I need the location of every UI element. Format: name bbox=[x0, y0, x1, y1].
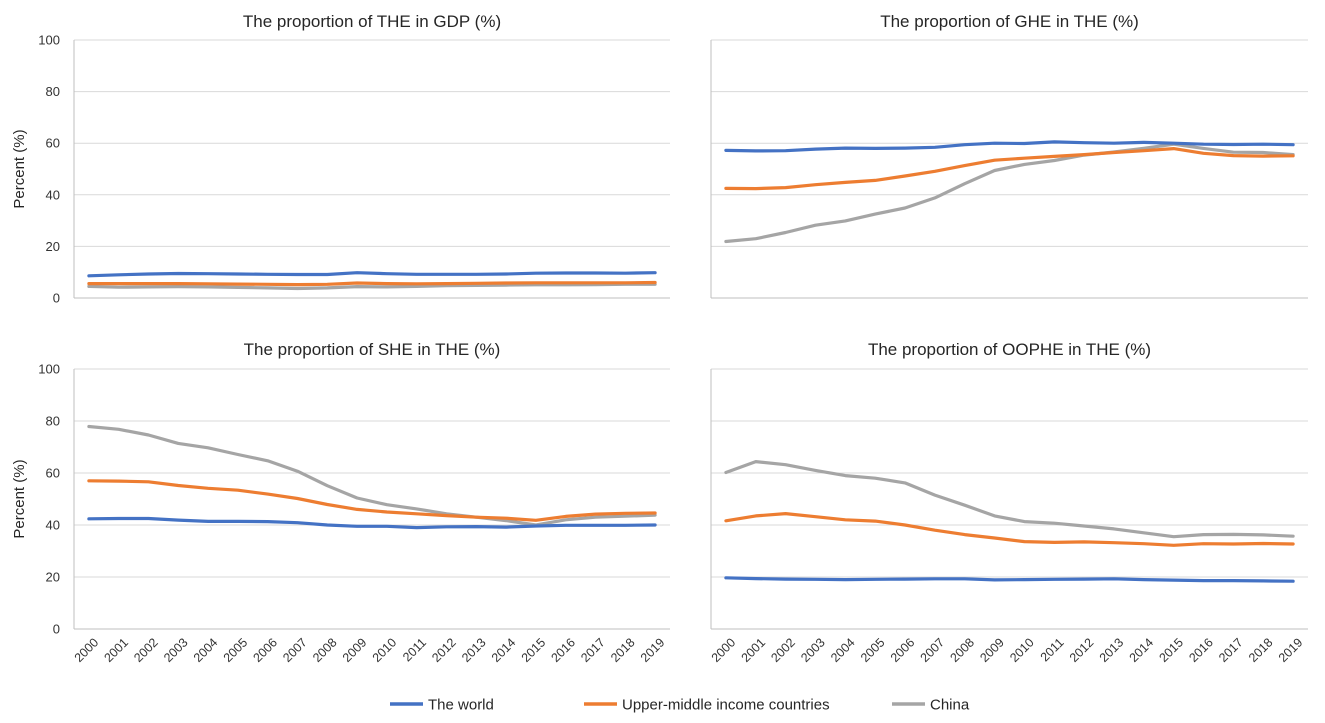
x-tick-label: 2017 bbox=[578, 635, 608, 665]
y-tick-label: 80 bbox=[46, 414, 60, 429]
series-line-the-world bbox=[87, 516, 657, 530]
x-tick-label: 2004 bbox=[828, 635, 858, 665]
y-tick-label: 40 bbox=[46, 187, 60, 202]
panel-1: The proportion of THE in GDP (%) 0 20 40 60 8… bbox=[11, 12, 670, 306]
legend-item-upper-middle-income-countries: Upper-middle income countries bbox=[584, 697, 830, 714]
y-tick-label: 100 bbox=[38, 362, 60, 377]
x-tick-label: 2000 bbox=[709, 635, 739, 665]
x-tick-label: 2011 bbox=[400, 635, 429, 664]
x-tick-label: 2005 bbox=[221, 635, 251, 665]
y-tick-label: 60 bbox=[46, 466, 60, 481]
x-tick-label: 2005 bbox=[858, 635, 888, 665]
x-tick-label: 2018 bbox=[608, 635, 638, 665]
x-tick-label: 2007 bbox=[918, 635, 948, 665]
x-tick-label: 2012 bbox=[1067, 635, 1097, 665]
x-tick-label: 2015 bbox=[519, 635, 549, 665]
y-axis-label: Percent (%) bbox=[11, 459, 28, 538]
x-tick-label: 2010 bbox=[1007, 635, 1037, 665]
x-tick-label: 2013 bbox=[459, 635, 489, 665]
legend-label: China bbox=[930, 697, 970, 714]
x-tick-label: 2002 bbox=[131, 635, 161, 665]
series-line-china bbox=[724, 142, 1295, 244]
panel-3: The proportion of SHE in THE (%) 0 20 40 60 8… bbox=[11, 340, 670, 665]
panel-title: The proportion of OOPHE in THE (%) bbox=[868, 340, 1151, 359]
x-tick-label: 2010 bbox=[370, 635, 400, 665]
x-tick-label: 2011 bbox=[1038, 635, 1067, 664]
series-line-upper-middle-income-countries bbox=[724, 511, 1295, 547]
x-tick-label: 2013 bbox=[1097, 635, 1127, 665]
panel-title: The proportion of GHE in THE (%) bbox=[880, 12, 1139, 31]
x-tick-label: 2003 bbox=[798, 635, 828, 665]
x-tick-label: 2006 bbox=[250, 635, 280, 665]
x-tick-label: 2001 bbox=[101, 635, 131, 665]
series-line-china bbox=[724, 460, 1295, 539]
y-tick-label: 80 bbox=[46, 84, 60, 99]
legend: The world Upper-middle income countries Ch… bbox=[390, 697, 970, 714]
legend-label: Upper-middle income countries bbox=[622, 697, 830, 714]
panel-title: The proportion of SHE in THE (%) bbox=[244, 340, 501, 359]
x-tick-label: 2003 bbox=[161, 635, 191, 665]
legend-label: The world bbox=[428, 697, 494, 714]
series-line-upper-middle-income-countries bbox=[724, 147, 1295, 191]
x-tick-label: 2014 bbox=[489, 635, 519, 665]
y-tick-label: 20 bbox=[46, 570, 60, 585]
x-tick-label: 2008 bbox=[948, 635, 978, 665]
series-line-the-world bbox=[87, 271, 657, 278]
legend-item-the-world: The world bbox=[390, 697, 494, 714]
series-line-china bbox=[87, 424, 657, 527]
x-tick-label: 2015 bbox=[1156, 635, 1186, 665]
x-tick-label: 2016 bbox=[548, 635, 578, 665]
x-tick-label: 2019 bbox=[1276, 635, 1306, 665]
y-tick-label: 100 bbox=[38, 33, 60, 48]
x-tick-label: 2006 bbox=[888, 635, 918, 665]
series-line-china bbox=[87, 282, 657, 291]
x-tick-label: 2018 bbox=[1246, 635, 1276, 665]
y-tick-label: 40 bbox=[46, 518, 60, 533]
x-tick-label: 2002 bbox=[768, 635, 798, 665]
x-tick-label: 2001 bbox=[739, 635, 769, 665]
x-tick-label: 2014 bbox=[1127, 635, 1157, 665]
y-tick-label: 20 bbox=[46, 239, 60, 254]
y-tick-label: 0 bbox=[53, 622, 60, 637]
y-tick-label: 0 bbox=[53, 291, 60, 306]
x-tick-label: 2009 bbox=[340, 635, 370, 665]
y-axis-label: Percent (%) bbox=[11, 129, 28, 208]
x-tick-label: 2019 bbox=[638, 635, 668, 665]
x-tick-label: 2007 bbox=[280, 635, 310, 665]
x-tick-label: 2016 bbox=[1186, 635, 1216, 665]
panel-title: The proportion of THE in GDP (%) bbox=[243, 12, 501, 31]
panel-2: The proportion of GHE in THE (%) bbox=[710, 12, 1308, 299]
y-tick-label: 60 bbox=[46, 136, 60, 151]
series-line-upper-middle-income-countries bbox=[87, 280, 657, 287]
x-tick-label: 2009 bbox=[977, 635, 1007, 665]
panel-4: The proportion of OOPHE in THE (%)2000 20… bbox=[709, 340, 1308, 665]
x-tick-label: 2012 bbox=[429, 635, 459, 665]
series-line-the-world bbox=[724, 140, 1295, 153]
x-tick-label: 2017 bbox=[1216, 635, 1246, 665]
series-line-upper-middle-income-countries bbox=[87, 479, 657, 522]
x-tick-label: 2004 bbox=[191, 635, 221, 665]
chart-panels: The proportion of THE in GDP (%) 0 20 40 60 8… bbox=[11, 12, 1308, 665]
legend-item-china: China bbox=[892, 697, 970, 714]
series-line-the-world bbox=[724, 576, 1295, 583]
x-tick-label: 2000 bbox=[72, 635, 102, 665]
x-tick-label: 2008 bbox=[310, 635, 340, 665]
